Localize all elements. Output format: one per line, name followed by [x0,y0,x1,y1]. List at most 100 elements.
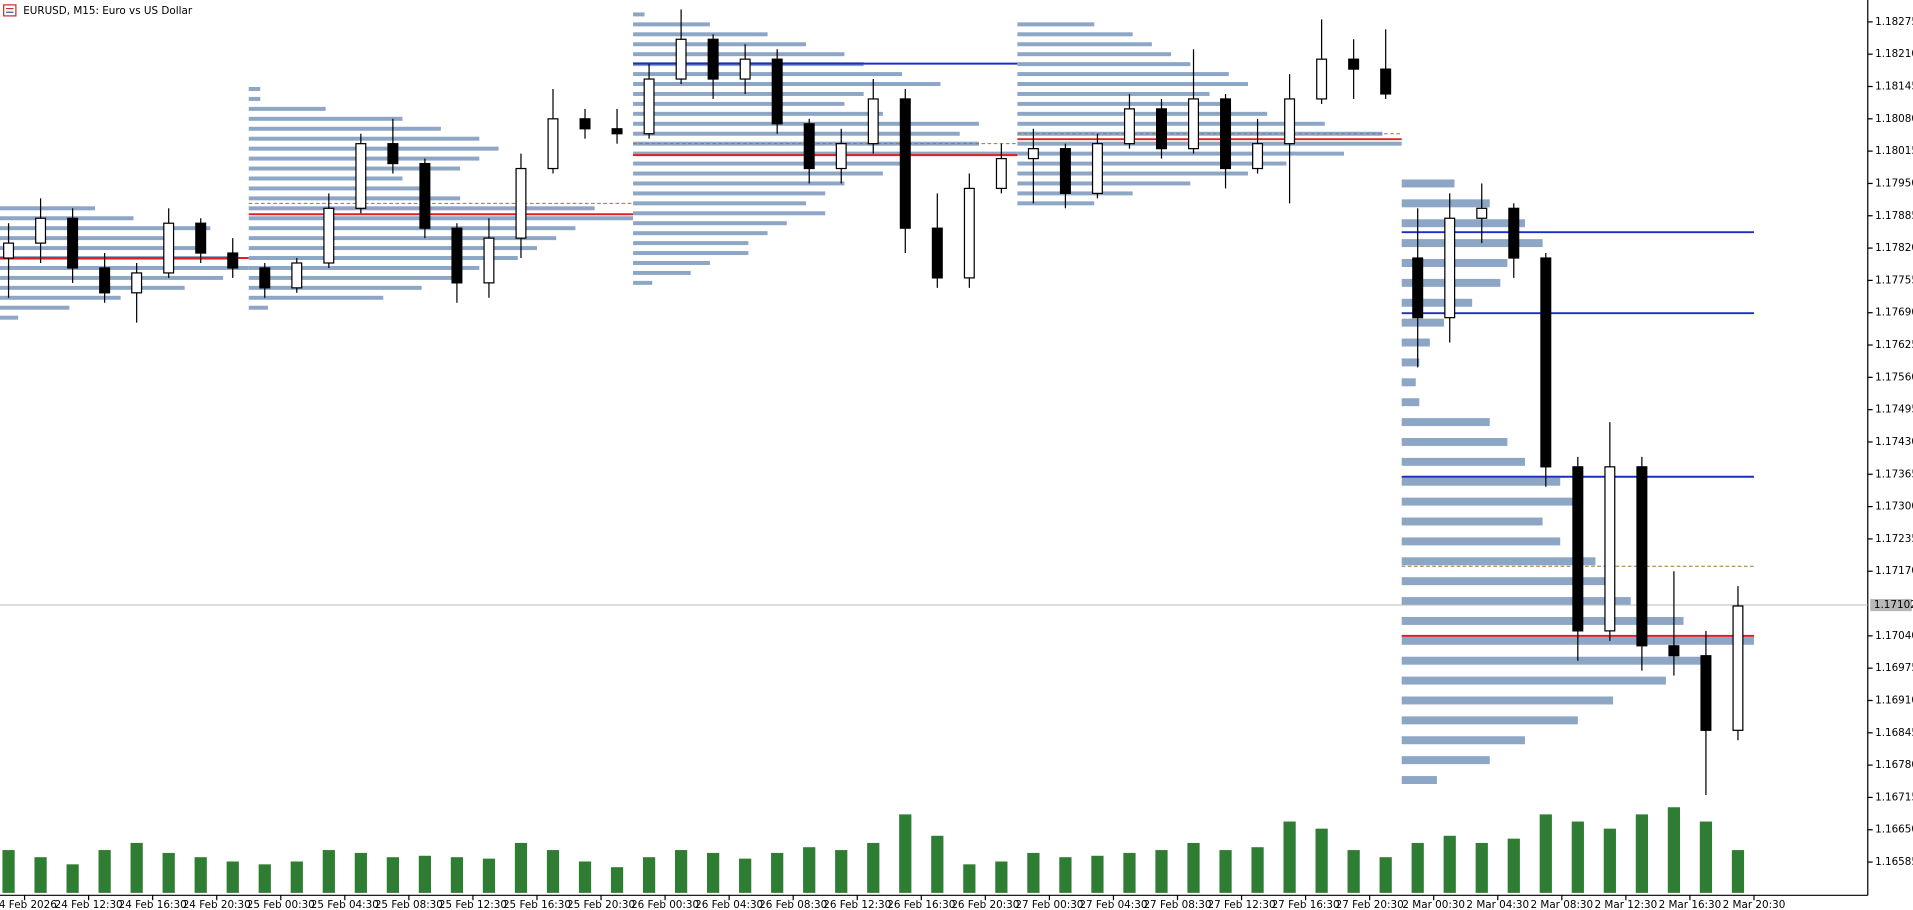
volume-bar [867,842,880,893]
candle-body [1348,58,1360,70]
y-tick-label: 1.17755 [1875,274,1913,286]
candle-body [1188,98,1200,150]
profile-bar [1017,151,1345,156]
volume-bar [450,857,464,893]
volume-bar [771,852,784,893]
candle-body [355,143,367,209]
volume-bar [34,857,47,893]
profile-bar [1401,696,1614,705]
profile-bar [1401,477,1561,486]
candle-body [867,98,879,145]
candle-body [1252,143,1264,170]
volume-bar [931,835,944,893]
volume-bar [1187,842,1200,893]
profile-bar [248,126,441,131]
candle-body [1540,257,1552,468]
profile-bar [0,265,249,270]
profile-bar [633,191,826,196]
y-tick-label: 1.18275 [1875,16,1913,28]
x-tick-label: 25 Feb 16:30 [503,899,571,910]
volume-bar [1059,857,1072,893]
profile-bar [1401,517,1543,526]
profile-bar [633,171,883,176]
profile-bar [0,305,70,310]
candle-body [1732,605,1744,731]
profile-bar [1401,179,1455,188]
volume-bar [674,850,688,893]
candle-body [643,78,655,135]
volume-bar [1379,857,1392,893]
x-tick-label: 25 Feb 00:30 [247,899,315,910]
x-tick-label: 24 Feb 20:30 [183,899,251,910]
x-tick-label: 2 Mar 00:30 [1402,899,1465,910]
profile-bar [1401,577,1614,586]
volume-bar [1027,852,1040,893]
volume-bar [322,850,335,893]
volume-bar [1347,850,1360,893]
profile-bar [633,111,883,116]
candle-body [131,272,143,294]
volume-bar [226,861,239,893]
candle-body [1316,58,1328,100]
profile-bar [633,270,691,275]
profile-bar [248,87,261,91]
profile-bar [248,106,326,111]
candle-body [675,38,687,80]
profile-bar [1401,199,1490,208]
y-tick-label: 1.17560 [1875,371,1913,383]
x-tick-label: 27 Feb 20:30 [1336,899,1404,910]
profile-bar [0,216,134,221]
candle-body [1220,98,1232,170]
y-tick-label: 1.16910 [1875,694,1913,706]
volume-bar [1123,852,1136,893]
profile-bar [633,82,941,87]
profile-bar [1017,201,1095,206]
volume-bar [1443,835,1456,893]
candle-body [1636,466,1648,647]
volume-bar [1699,821,1713,893]
volume-bar [739,858,752,893]
profile-bar [1017,171,1248,176]
x-tick-label: 24 Feb 16:30 [119,899,187,910]
volume-bar [66,864,79,893]
candle-body [899,98,911,229]
profile-bar [1401,497,1578,506]
profile-bar [633,32,768,37]
x-tick-label: 27 Feb 04:30 [1079,899,1147,910]
volume-bar [258,864,271,893]
candle-body [1027,148,1039,160]
volume-bar [1571,821,1584,893]
x-tick-label: 26 Feb 12:30 [823,899,891,910]
candle-body [1155,108,1167,150]
x-tick-label: 25 Feb 08:30 [375,899,443,910]
profile-bar [1017,161,1287,166]
volume-bar [194,857,207,893]
volume-bar [1507,838,1520,893]
x-tick-label: 27 Feb 08:30 [1143,899,1211,910]
profile-bar [248,265,480,270]
profile-bar [1401,239,1543,248]
profile-bar [1401,457,1525,466]
volume-bar [1411,842,1424,893]
profile-bar [1401,358,1420,367]
x-tick-label: 24 Feb 2026 [0,899,57,910]
candle-body [291,262,303,289]
y-tick-label: 1.17365 [1875,468,1913,480]
profile-bar [1017,191,1133,196]
candle-body [1284,98,1296,145]
volume-bar [130,842,143,893]
profile-bar [248,96,261,101]
profile-bar [633,211,826,216]
profile-bar [1017,62,1191,67]
y-tick-label: 1.18210 [1875,48,1913,60]
volume-bar [642,857,656,893]
candle-body [1380,68,1392,95]
y-tick-label: 1.17235 [1875,533,1913,545]
profile-bar [1401,716,1578,725]
volume-bar [899,814,912,893]
profile-bar [633,201,807,206]
candle-body [963,187,975,279]
volume-bar [1731,850,1745,893]
volume-bar [1219,850,1232,893]
